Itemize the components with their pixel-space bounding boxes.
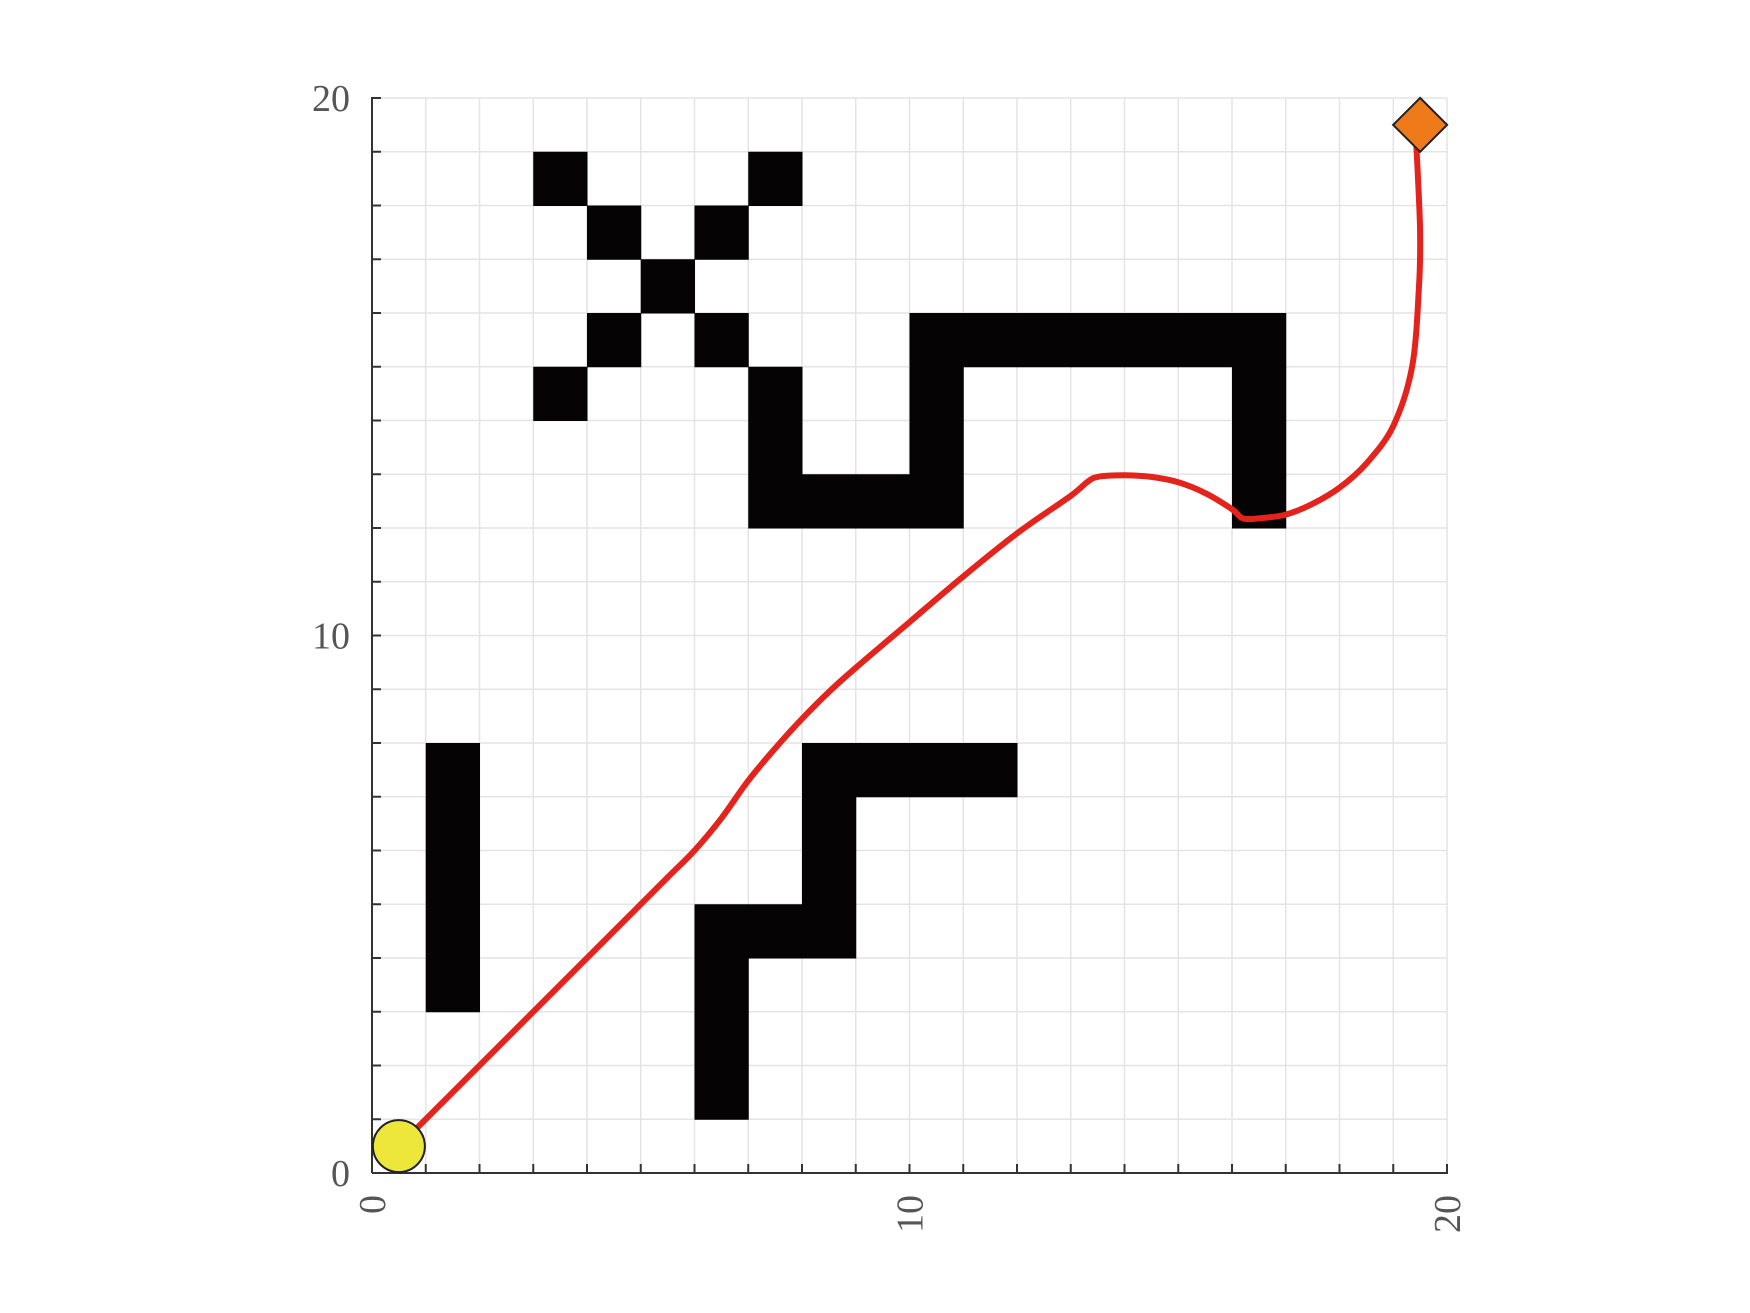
obstacle-cell	[909, 474, 964, 529]
obstacle-cell	[1232, 366, 1287, 421]
obstacle-cell	[533, 151, 588, 206]
obstacle-cell	[748, 151, 803, 206]
obstacle-cell	[802, 904, 857, 959]
obstacle-cell	[694, 1011, 749, 1066]
start-marker	[371, 1119, 426, 1174]
obstacle-cell	[802, 850, 857, 905]
obstacle-cell	[748, 366, 803, 421]
obstacle-cell	[425, 904, 480, 959]
obstacle-cell	[425, 850, 480, 905]
obstacle-cell	[909, 313, 964, 368]
markers	[371, 96, 1449, 1174]
obstacle-cell	[1124, 313, 1179, 368]
obstacle-cell	[694, 205, 749, 260]
goal-marker	[1391, 96, 1449, 154]
obstacle-cell	[909, 743, 964, 798]
x-tick-label: 0	[352, 1195, 394, 1214]
obstacle-cell	[694, 958, 749, 1013]
planned-path	[396, 135, 1424, 1149]
path-line	[396, 135, 1424, 1149]
obstacle-cell	[587, 313, 642, 368]
axes: 0 10 20 0 10 20	[312, 78, 1469, 1233]
obstacle-cell	[640, 259, 695, 314]
obstacle-cell	[963, 313, 1018, 368]
obstacle-cell	[748, 474, 803, 529]
x-tick-label: 20	[1427, 1195, 1469, 1233]
obstacle-cell	[909, 420, 964, 475]
obstacle-cell	[1232, 420, 1287, 475]
y-tick-label: 20	[312, 78, 350, 120]
obstacle-cell	[425, 796, 480, 851]
obstacle-cell	[1070, 313, 1125, 368]
obstacle-cell	[425, 743, 480, 798]
obstacles	[425, 151, 1287, 1120]
obstacle-cell	[802, 796, 857, 851]
obstacle-cell	[855, 474, 910, 529]
obstacle-cell	[802, 743, 857, 798]
obstacle-cell	[587, 205, 642, 260]
obstacle-cell	[425, 958, 480, 1013]
obstacle-cell	[963, 743, 1018, 798]
obstacle-cell	[1017, 313, 1072, 368]
obstacle-cell	[1178, 313, 1233, 368]
x-tick-label: 10	[890, 1195, 932, 1233]
obstacle-cell	[533, 366, 588, 421]
obstacle-cell	[855, 743, 910, 798]
obstacle-cell	[748, 904, 803, 959]
obstacle-cell	[1232, 313, 1287, 368]
obstacle-cell	[694, 313, 749, 368]
obstacle-cell	[694, 1065, 749, 1120]
y-tick-label: 0	[331, 1153, 350, 1195]
y-tick-label: 10	[312, 616, 350, 658]
obstacle-cell	[748, 420, 803, 475]
obstacle-cell	[802, 474, 857, 529]
obstacle-cell	[694, 904, 749, 959]
obstacle-cell	[909, 366, 964, 421]
